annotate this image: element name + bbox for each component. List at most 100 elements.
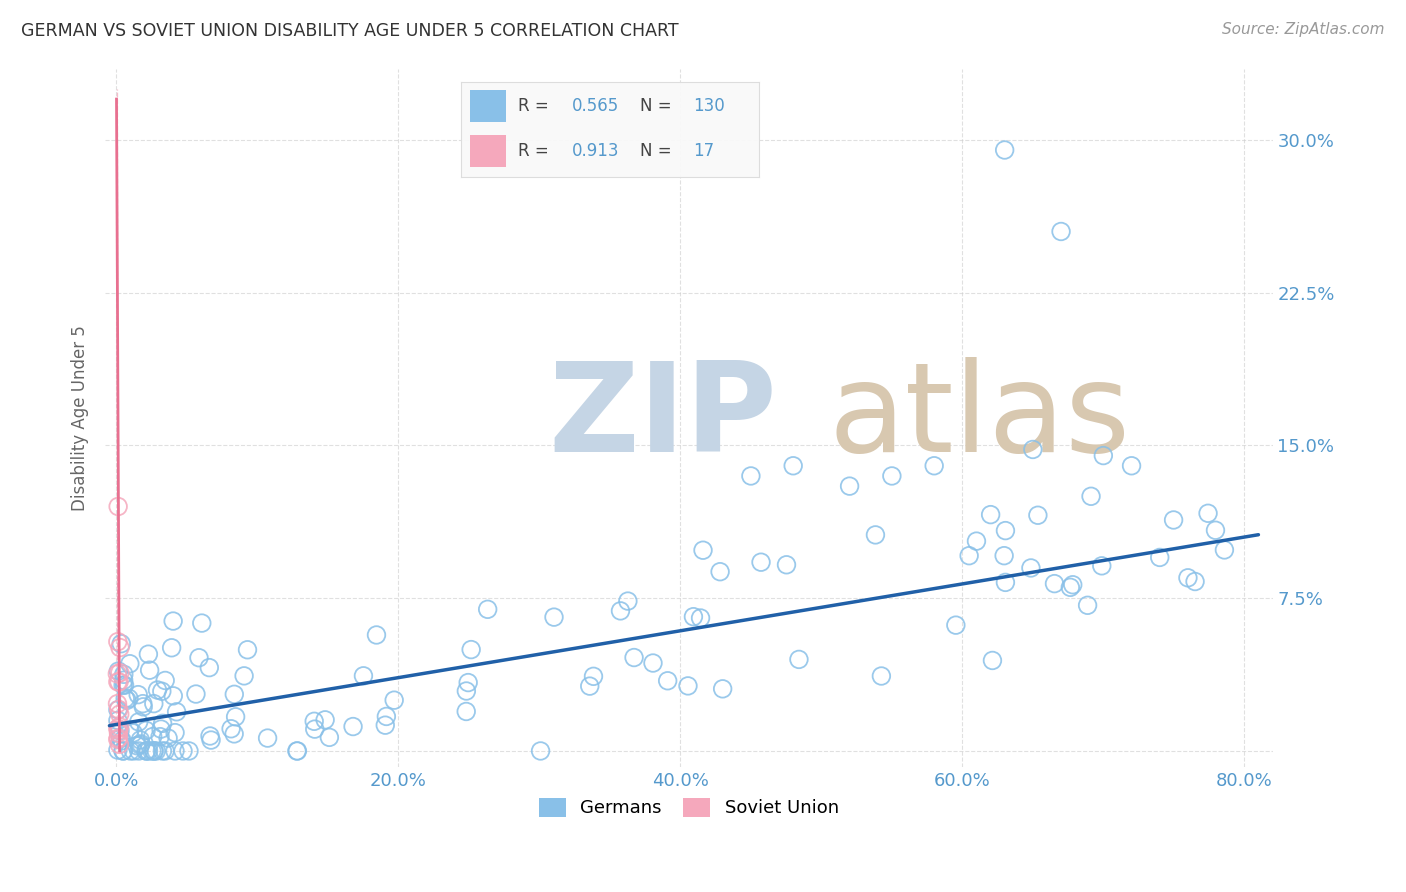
Point <box>128 744 150 758</box>
Point <box>224 727 246 741</box>
Point <box>623 650 645 665</box>
Point <box>711 681 734 696</box>
Text: ZIP: ZIP <box>548 358 778 478</box>
Point <box>1121 458 1143 473</box>
Point <box>352 669 374 683</box>
Point <box>114 691 136 706</box>
Point <box>110 731 132 746</box>
Point <box>107 743 129 757</box>
Point <box>142 730 165 744</box>
Point <box>141 744 163 758</box>
Point <box>219 722 242 736</box>
Point <box>617 594 640 608</box>
Point <box>285 744 308 758</box>
Point <box>135 744 157 758</box>
Point <box>157 731 180 745</box>
Point <box>112 678 135 692</box>
Point <box>143 744 166 758</box>
Point <box>342 720 364 734</box>
Point <box>108 707 131 722</box>
Point <box>162 689 184 703</box>
Point <box>153 673 176 688</box>
Point <box>145 744 167 758</box>
Point <box>112 667 135 681</box>
Y-axis label: Disability Age Under 5: Disability Age Under 5 <box>72 325 89 511</box>
Point <box>127 688 149 702</box>
Point <box>1062 578 1084 592</box>
Point <box>107 664 129 678</box>
Point <box>191 616 214 631</box>
Point <box>118 723 141 737</box>
Point <box>114 678 136 692</box>
Point <box>994 524 1017 538</box>
Point <box>457 675 479 690</box>
Point <box>1204 523 1226 537</box>
Point <box>112 673 135 688</box>
Point <box>692 543 714 558</box>
Point <box>120 744 142 758</box>
Point <box>1091 558 1114 573</box>
Point <box>107 714 129 728</box>
Point <box>456 684 478 698</box>
Point <box>177 744 200 758</box>
Point <box>477 602 499 616</box>
Point <box>1026 508 1049 523</box>
Point <box>198 660 221 674</box>
Point <box>132 697 155 711</box>
Point <box>1163 513 1185 527</box>
Point <box>107 702 129 716</box>
Point <box>460 642 482 657</box>
Point <box>107 722 129 736</box>
Point <box>188 650 211 665</box>
Point <box>582 669 605 683</box>
Point <box>657 673 679 688</box>
Point <box>118 657 141 671</box>
Point <box>184 687 207 701</box>
Legend: Germans, Soviet Union: Germans, Soviet Union <box>531 791 846 824</box>
Point <box>1149 550 1171 565</box>
Point <box>945 618 967 632</box>
Point <box>980 508 1002 522</box>
Point <box>314 713 336 727</box>
Point <box>1050 225 1073 239</box>
Point <box>870 669 893 683</box>
Point <box>994 143 1017 157</box>
Point <box>1080 489 1102 503</box>
Point <box>142 744 165 758</box>
Text: GERMAN VS SOVIET UNION DISABILITY AGE UNDER 5 CORRELATION CHART: GERMAN VS SOVIET UNION DISABILITY AGE UN… <box>21 22 679 40</box>
Point <box>993 549 1015 563</box>
Point <box>110 637 132 651</box>
Point <box>108 640 131 655</box>
Point <box>125 739 148 753</box>
Point <box>374 718 396 732</box>
Point <box>150 684 173 698</box>
Point <box>105 666 128 681</box>
Point <box>578 679 600 693</box>
Point <box>609 604 631 618</box>
Point <box>233 669 256 683</box>
Point <box>1184 574 1206 589</box>
Point <box>676 679 699 693</box>
Point <box>287 744 309 758</box>
Point <box>153 744 176 758</box>
Point <box>1177 571 1199 585</box>
Point <box>529 744 551 758</box>
Point <box>749 555 772 569</box>
Point <box>172 744 194 758</box>
Point <box>1043 576 1066 591</box>
Point <box>304 722 326 736</box>
Point <box>981 653 1004 667</box>
Point <box>135 744 157 758</box>
Point <box>107 726 129 740</box>
Point <box>682 609 704 624</box>
Point <box>108 737 131 751</box>
Point <box>198 729 221 743</box>
Point <box>994 575 1017 590</box>
Point <box>108 665 131 680</box>
Point <box>165 725 187 739</box>
Point <box>922 458 945 473</box>
Point <box>138 663 160 677</box>
Point <box>880 469 903 483</box>
Point <box>135 723 157 738</box>
Point <box>1077 599 1099 613</box>
